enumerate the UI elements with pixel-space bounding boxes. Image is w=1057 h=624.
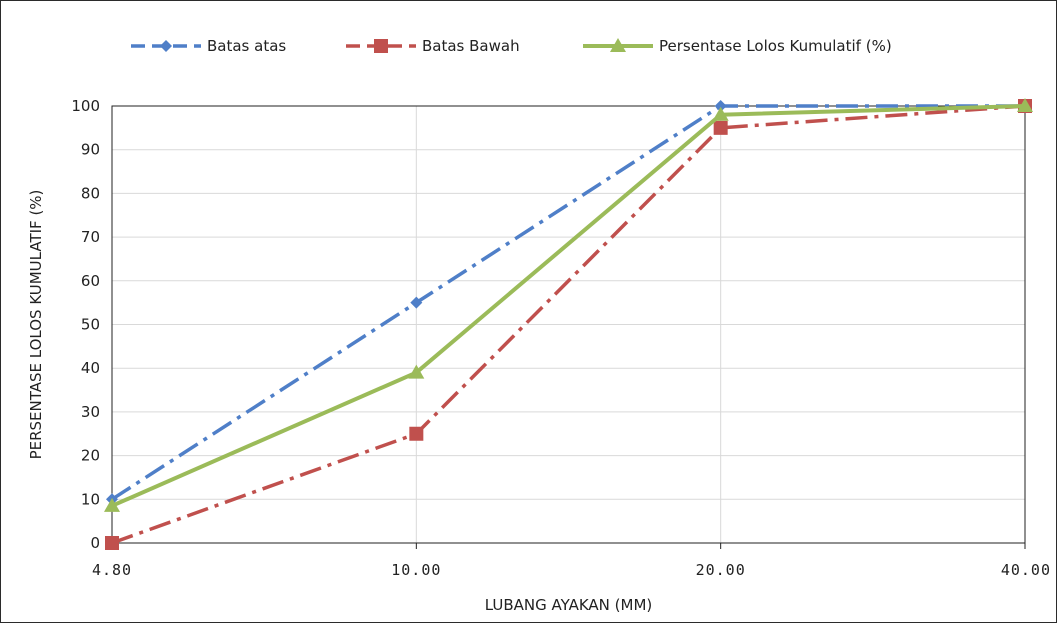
data-point [410, 296, 423, 309]
data-point [105, 536, 119, 550]
data-point [409, 426, 424, 441]
data-point [714, 100, 727, 112]
y-tick-label: 20 [81, 447, 100, 465]
series-2 [104, 98, 1033, 512]
plot-area [111, 105, 1026, 544]
series-line [111, 104, 1025, 501]
series-line [111, 104, 1026, 545]
legend-label: Batas Bawah [422, 37, 520, 55]
data-point [1017, 98, 1033, 112]
x-tick-label: 20.00 [696, 561, 746, 579]
legend-marker [374, 39, 388, 53]
series-0 [106, 100, 1031, 506]
x-axis-ticks: 4.80 10.00 20.00 40.00 [92, 543, 1051, 579]
x-tick-label: 4.80 [92, 561, 132, 579]
legend-marker [160, 40, 172, 52]
y-axis-title: PERSENTASE LOLOS KUMULATIF (%) [27, 190, 45, 460]
y-tick-label: 50 [81, 316, 100, 334]
legend-item: Batas atas [131, 37, 286, 55]
legend-item: Batas Bawah [346, 37, 520, 55]
y-tick-label: 90 [81, 141, 100, 159]
legend: Batas atas Batas Bawah Persentase Lolos Ku… [131, 37, 892, 55]
legend-marker [610, 38, 626, 52]
series-layer [104, 98, 1033, 550]
data-point [408, 364, 425, 379]
data-point [712, 106, 729, 121]
y-tick-label: 60 [81, 272, 100, 290]
series-1 [105, 99, 1032, 550]
data-point [104, 497, 120, 512]
y-tick-label: 0 [90, 534, 100, 552]
gridlines [111, 105, 1026, 544]
x-tick-label: 10.00 [391, 561, 441, 579]
y-tick-label: 80 [81, 184, 100, 202]
y-tick-label: 10 [81, 490, 100, 508]
legend-label: Batas atas [207, 37, 286, 55]
x-axis-title: LUBANG AYAKAN (MM) [485, 596, 653, 614]
y-tick-label: 30 [81, 403, 100, 421]
y-axis-ticks: 0 10 20 30 40 50 60 70 80 90 100 [71, 97, 100, 552]
legend-item: Persentase Lolos Kumulatif (%) [583, 37, 892, 55]
legend-label: Persentase Lolos Kumulatif (%) [659, 37, 892, 55]
series-line [111, 104, 1026, 508]
y-tick-label: 70 [81, 228, 100, 246]
data-point [713, 120, 728, 135]
y-tick-label: 40 [81, 359, 100, 377]
x-tick-label: 40.00 [1001, 561, 1051, 579]
y-tick-label: 100 [71, 97, 100, 115]
